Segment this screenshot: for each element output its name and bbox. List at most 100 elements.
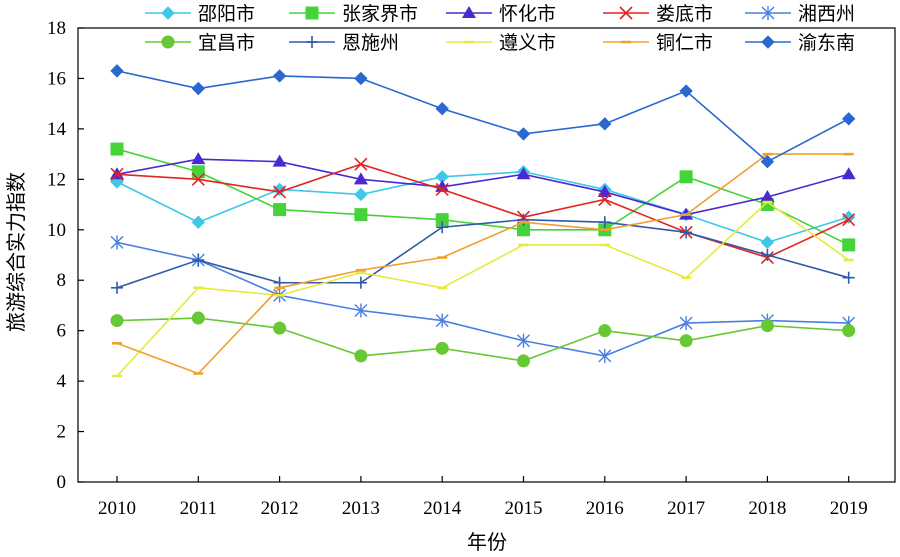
data-point — [598, 348, 612, 363]
data-point — [110, 235, 124, 250]
data-point — [272, 154, 287, 167]
legend-label: 张家界市 — [342, 3, 418, 25]
series-6 — [110, 311, 856, 368]
legend-item: 娄底市 — [603, 3, 713, 25]
data-point — [191, 172, 205, 186]
data-point — [191, 165, 205, 179]
data-point — [353, 172, 368, 185]
x-tick-label: 2010 — [98, 498, 136, 519]
legend-label: 湘西州 — [798, 3, 855, 25]
y-tick-label: 4 — [57, 371, 67, 392]
data-point — [597, 184, 612, 197]
series-line — [116, 158, 849, 216]
data-point — [436, 221, 449, 234]
x-tick-label: 2014 — [423, 498, 462, 519]
data-point — [110, 167, 124, 181]
data-point — [273, 321, 287, 335]
data-point — [354, 187, 368, 202]
data-point — [354, 208, 368, 222]
y-tick-label: 8 — [57, 270, 67, 291]
legend-item: 铜仁市 — [603, 32, 713, 54]
y-tick-label: 2 — [57, 422, 67, 443]
legend-swatch-marker — [761, 6, 775, 20]
y-tick-label: 18 — [47, 18, 66, 39]
data-point — [841, 112, 856, 126]
y-tick-label: 16 — [47, 68, 66, 89]
series-7 — [111, 213, 855, 294]
series-line — [116, 163, 850, 259]
series-line — [116, 317, 849, 362]
data-point — [517, 354, 530, 368]
data-point — [679, 316, 693, 331]
series-line — [116, 153, 849, 375]
legend-item: 恩施州 — [289, 32, 399, 54]
data-point — [842, 213, 856, 227]
series-line — [116, 241, 849, 357]
series-2 — [110, 142, 856, 252]
data-point — [598, 324, 612, 338]
legend-swatch-marker — [161, 6, 175, 20]
series-5 — [110, 235, 856, 363]
data-point — [516, 127, 531, 141]
x-tick-label: 2017 — [667, 498, 705, 519]
y-axis-title: 旅游综合实力指数 — [4, 172, 28, 332]
y-tick-label: 0 — [57, 472, 67, 493]
data-point — [760, 235, 775, 250]
legend-label: 铜仁市 — [656, 32, 713, 54]
data-point — [272, 69, 287, 83]
data-point — [191, 152, 206, 165]
plot-frame — [77, 27, 896, 483]
legend-label: 遵义市 — [499, 32, 556, 54]
data-point — [435, 341, 449, 355]
legend-label: 邵阳市 — [198, 3, 255, 25]
data-point — [842, 238, 856, 252]
legend-label: 怀化市 — [499, 3, 556, 25]
data-point — [841, 167, 856, 180]
data-point — [842, 324, 856, 338]
legend-label: 娄底市 — [656, 3, 713, 25]
data-point — [598, 216, 611, 229]
series-10 — [110, 64, 856, 169]
data-point — [760, 319, 774, 333]
data-point — [435, 213, 449, 227]
data-point — [191, 81, 206, 96]
legend-swatch-marker — [761, 35, 775, 49]
data-point — [842, 271, 855, 284]
legend-swatch-marker — [462, 6, 476, 18]
data-point — [354, 303, 368, 318]
data-point — [517, 223, 530, 237]
series-line — [116, 70, 850, 163]
legend-item: 遵义市 — [446, 32, 556, 54]
data-point — [516, 167, 531, 180]
x-tick-label: 2018 — [748, 498, 786, 519]
data-point — [517, 213, 530, 226]
legend-item: 张家界市 — [289, 3, 418, 25]
legend-swatch-marker — [161, 35, 175, 49]
series-line — [116, 170, 849, 244]
data-point — [354, 276, 367, 289]
legend-swatch-marker — [619, 6, 633, 20]
data-point — [435, 313, 449, 328]
y-tick-label: 14 — [47, 119, 67, 140]
legend-item: 邵阳市 — [145, 3, 255, 25]
y-tick-label: 10 — [47, 220, 66, 241]
data-point — [435, 182, 449, 196]
legend-item: 渝东南 — [745, 32, 855, 54]
series-1 — [110, 165, 856, 250]
data-point — [273, 185, 287, 199]
legend-item: 宜昌市 — [145, 32, 255, 54]
x-tick-label: 2019 — [830, 498, 868, 519]
data-point — [354, 349, 368, 363]
data-point — [598, 117, 612, 131]
legend-item: 湘西州 — [745, 3, 855, 25]
series-9 — [112, 152, 854, 375]
data-point — [272, 182, 287, 197]
x-tick-label: 2016 — [586, 498, 624, 519]
x-tick-label: 2012 — [261, 498, 299, 519]
data-point — [354, 157, 368, 171]
series-layer — [110, 64, 856, 378]
series-line — [116, 218, 849, 289]
data-point — [192, 254, 205, 267]
